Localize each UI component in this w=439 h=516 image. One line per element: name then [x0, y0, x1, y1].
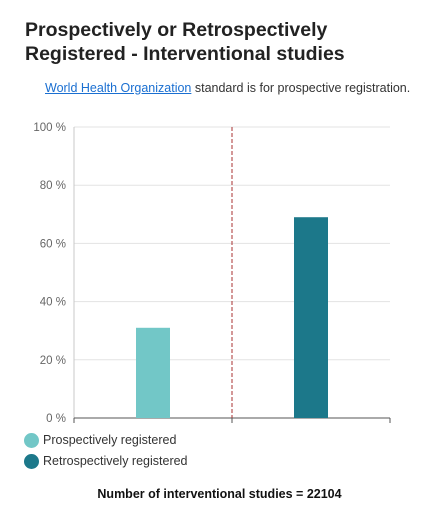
bar-retrospective: [294, 217, 328, 418]
study-count: Number of interventional studies = 22104: [97, 487, 342, 501]
y-tick-label: 60 %: [40, 238, 66, 250]
chart-legend: Prospectively registered Retrospectively…: [24, 430, 188, 472]
legend-label-prospective: Prospectively registered: [43, 433, 177, 447]
who-standard-note: World Health Organization standard is fo…: [45, 81, 410, 95]
who-note-text: standard is for prospective registration…: [191, 81, 411, 95]
legend-label-retrospective: Retrospectively registered: [43, 454, 188, 468]
chart-title: Prospectively or Retrospectively Registe…: [25, 19, 345, 65]
y-tick-label: 20 %: [40, 355, 66, 367]
legend-swatch-prospective: [24, 432, 39, 448]
legend-item-prospective[interactable]: Prospectively registered: [24, 430, 188, 450]
legend-item-retrospective[interactable]: Retrospectively registered: [24, 451, 188, 471]
who-link[interactable]: World Health Organization: [45, 81, 192, 95]
bar-prospective: [136, 327, 170, 418]
y-tick-label: 0 %: [46, 413, 66, 425]
y-tick-label: 40 %: [40, 297, 66, 309]
legend-swatch-retrospective: [24, 453, 39, 469]
bar-chart: 0 % 20 % 40 % 60 % 80 % 100 %: [33, 122, 391, 425]
y-tick-label: 80 %: [40, 180, 66, 192]
y-tick-label: 100 %: [33, 122, 66, 134]
